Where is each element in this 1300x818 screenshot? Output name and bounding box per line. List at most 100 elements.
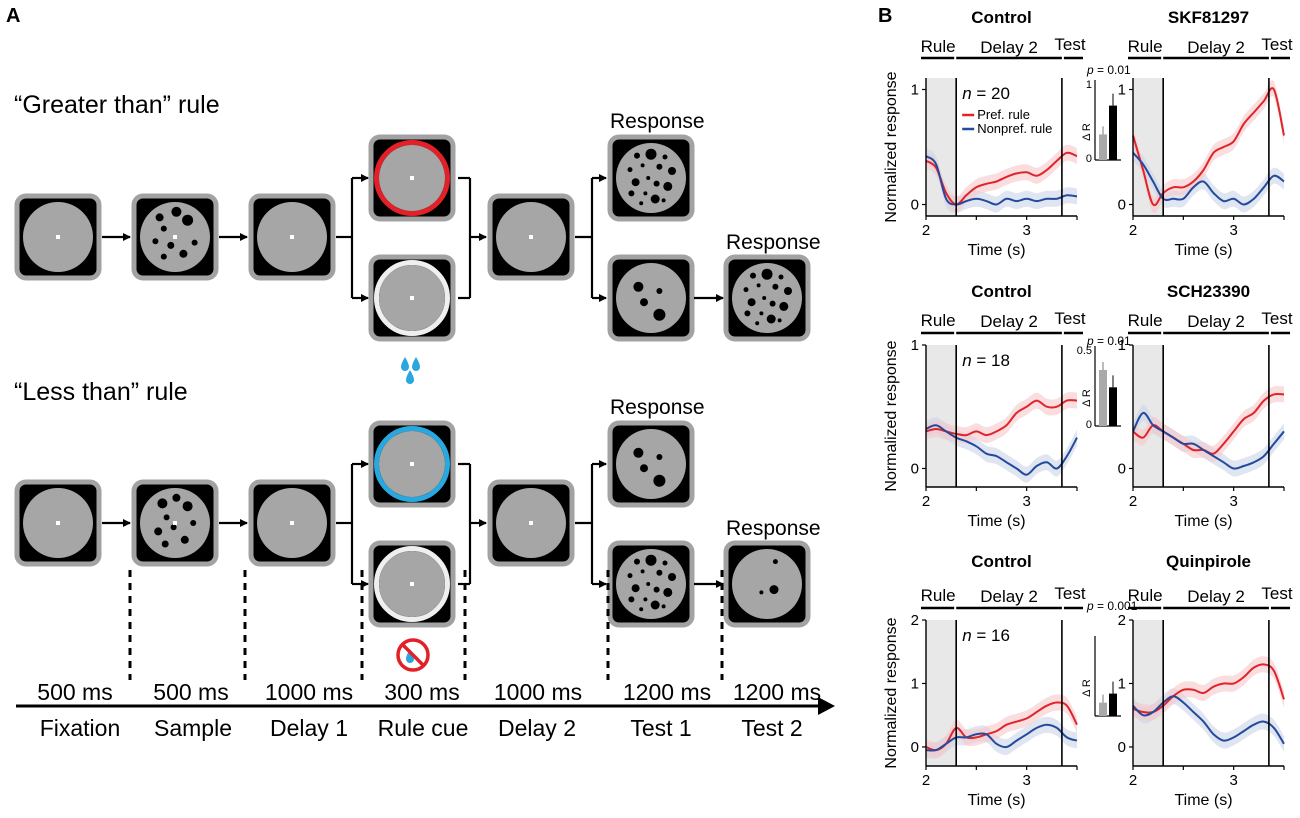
y-tick-label: 0 (1118, 460, 1126, 477)
rule-segment-label: Rule (921, 37, 956, 56)
y-axis-label: Normalized response (883, 71, 900, 222)
epoch-label: Delay 2 (498, 715, 576, 741)
test-segment-label: Test (1261, 35, 1292, 54)
stimulus-dot (750, 272, 756, 279)
rule-cue-greater (368, 134, 456, 222)
plot-title: Control (971, 8, 1031, 27)
fixation-point (56, 521, 60, 525)
y-tick-label: 2 (1118, 612, 1126, 629)
stimulus-dot (650, 600, 660, 610)
rule-segment-label: Rule (921, 586, 956, 605)
pref-rule-line (1132, 663, 1285, 714)
stimulus-dot (179, 249, 188, 258)
y-axis-label: Normalized response (883, 617, 900, 768)
delay-segment-label: Delay 2 (980, 312, 1038, 331)
task-flow-arrows (102, 174, 724, 588)
response-label: Response (726, 517, 821, 540)
y-tick-label: 1 (911, 337, 919, 354)
inset-y-label: Δ R (1081, 123, 1093, 141)
sem-band (1133, 80, 1284, 214)
fixation-point (290, 521, 294, 525)
n-label: n = 16 (962, 626, 1010, 645)
stimulus-dot (656, 288, 663, 294)
stimulus-dot (631, 178, 640, 187)
stimulus-dot (779, 301, 789, 311)
duration-label: 1200 ms (733, 679, 821, 705)
rule-cue-ring (374, 546, 450, 622)
epoch-segment-bar: Rule Delay 2 Test (1128, 584, 1293, 610)
y-tick-label: 1 (1118, 82, 1126, 99)
x-tick-label: 2 (1129, 493, 1137, 510)
nonpref-rule-line (1132, 695, 1285, 745)
inset-bar-drug (1109, 693, 1117, 716)
epoch-segment-bar: Rule Delay 2 Test (921, 35, 1086, 60)
stimulus-dot (656, 569, 663, 576)
x-tick-label: 3 (1229, 222, 1237, 239)
stimulus-screen (723, 254, 811, 342)
x-tick-label: 2 (1129, 222, 1137, 239)
x-tick-label: 2 (922, 772, 930, 789)
stimulus-screen (487, 479, 575, 567)
nonpref-rule-line (1132, 411, 1285, 470)
stimulus-screen (487, 193, 575, 281)
delay-segment-label: Delay 2 (1187, 587, 1245, 606)
stimulus-dot (769, 300, 776, 307)
x-axis-label: Time (s) (967, 513, 1025, 530)
stimulus-screen (723, 540, 811, 628)
inset-bar-control (1099, 702, 1107, 716)
inset-y-label: Δ R (1081, 679, 1093, 697)
fixation-point (410, 176, 414, 180)
y-tick-label: 2 (911, 612, 919, 629)
p-value-label: p = 0.01 (1086, 63, 1131, 77)
response-label: Response (610, 110, 705, 133)
epoch-label: Sample (154, 715, 232, 741)
sem-band (1133, 404, 1284, 477)
test-segment-label: Test (1054, 309, 1085, 328)
epoch-label: Fixation (40, 715, 121, 741)
rule-cue-ring (374, 426, 450, 502)
nonpref-rule-line (925, 424, 1078, 476)
less-rule-title: “Less than” rule (14, 378, 188, 406)
legend-label-nonpref: Nonpref. rule (977, 121, 1052, 136)
x-tick-label: 3 (1229, 772, 1237, 789)
rule-segment-label: Rule (921, 311, 956, 330)
rule-cue-neutral (368, 254, 456, 342)
x-axis-label: Time (s) (1174, 792, 1232, 809)
plot-title: Control (971, 282, 1031, 301)
stimulus-dot (662, 154, 668, 160)
rule-cue-neutral (368, 540, 456, 628)
stimulus-dot (180, 535, 189, 544)
stimulus-dot (170, 524, 177, 531)
plot-title: Control (971, 552, 1031, 571)
stimulus-dot (172, 493, 181, 502)
x-tick-label: 3 (1022, 772, 1030, 789)
delay-segment-label: Delay 2 (980, 38, 1038, 57)
duration-label: 1000 ms (265, 679, 353, 705)
stimulus-screen (131, 193, 219, 281)
panel-a: A “Greater than” rule “Less than” rule R… (6, 5, 835, 741)
stimulus-disk (732, 549, 802, 619)
stimulus-dot (628, 190, 635, 197)
y-tick-label: 0 (1118, 197, 1126, 214)
delay-segment-label: Delay 2 (1187, 38, 1245, 57)
stimulus-screen (607, 420, 695, 508)
stimulus-dot (161, 540, 169, 548)
stimulus-dot (653, 180, 660, 187)
epoch-label: Rule cue (378, 715, 469, 741)
sem-band (1133, 385, 1284, 462)
duration-label: 500 ms (37, 679, 112, 705)
stimulus-dot (646, 582, 651, 586)
sem-band (1133, 656, 1284, 721)
stimulus-dot (661, 198, 666, 203)
stimulus-screen (607, 134, 695, 222)
p-value-label: p = 0.01 (1086, 334, 1131, 348)
stimulus-screen (607, 540, 695, 628)
delta-r-inset: p = 0.010.5 0 Δ R (1077, 334, 1131, 431)
stimulus-dot (640, 163, 645, 168)
stimulus-dot (160, 253, 167, 260)
stimulus-dot (163, 514, 170, 521)
y-tick-label: 1 (911, 675, 919, 692)
fixation-point (410, 462, 414, 466)
stimulus-dot (762, 296, 767, 300)
